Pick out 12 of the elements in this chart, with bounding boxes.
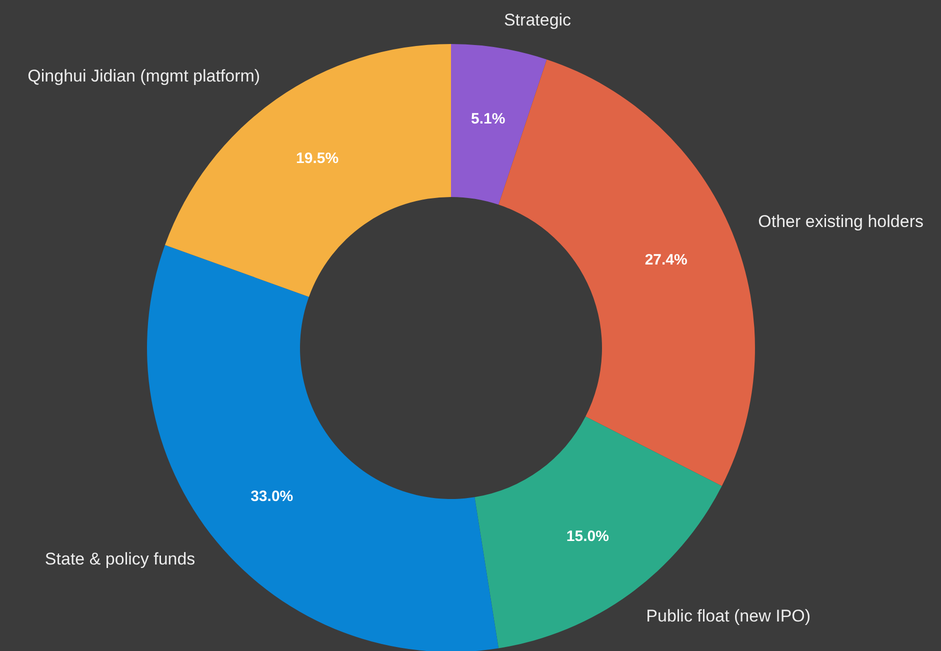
slice-label: Other existing holders xyxy=(758,212,924,231)
data-label: 15.0% xyxy=(566,528,609,546)
data-label: 19.5% xyxy=(296,150,339,167)
slice-label: Strategic xyxy=(504,10,572,30)
slice-label: Public float (new IPO) xyxy=(646,606,811,626)
slice-label: State & policy funds xyxy=(44,550,196,569)
slice-label: Qinghui Jidian (mgmt platform) xyxy=(28,66,260,86)
donut-slice xyxy=(451,44,547,205)
donut-slice xyxy=(147,245,499,651)
data-label: 27.4% xyxy=(644,252,688,269)
data-label: 33.0% xyxy=(250,488,294,506)
data-label: 5.1% xyxy=(470,110,506,128)
